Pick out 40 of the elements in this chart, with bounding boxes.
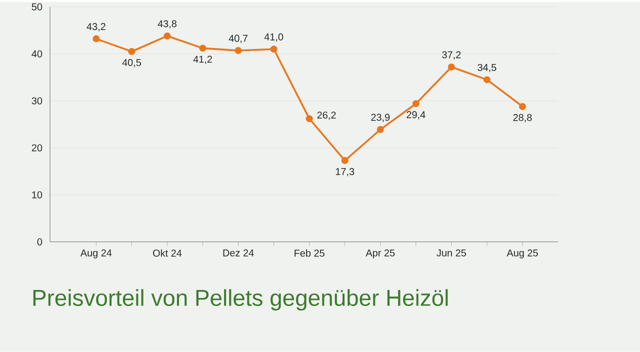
data-label: 23,9 (371, 114, 390, 122)
x-tick-label: Aug 24 (80, 249, 112, 258)
data-label: 28,8 (513, 114, 532, 122)
y-tick-label: 20 (32, 144, 42, 152)
data-label: 26,2 (317, 112, 336, 120)
point (376, 126, 384, 134)
point (92, 35, 100, 42)
data-label: 17,3 (336, 168, 354, 176)
x-tick-label: Jun 25 (436, 249, 466, 256)
text: Preisvorteil von Pellets gegenüber Heizöl (33, 289, 448, 311)
y-tick-label: 0 (37, 238, 42, 246)
point (128, 48, 136, 56)
y-tick-label: 40 (32, 50, 42, 58)
point (448, 64, 455, 71)
data-label: 41,2 (193, 56, 212, 64)
point (234, 47, 242, 54)
point (270, 46, 278, 53)
point (483, 76, 490, 84)
point (412, 100, 420, 108)
data-label: 37,2 (442, 51, 461, 60)
x-tick-label: Aug 25 (506, 249, 538, 258)
point (306, 115, 313, 122)
data-label: 43,8 (158, 20, 176, 29)
y-tick-label: 10 (32, 191, 42, 198)
x-tick-label: Apr 25 (366, 249, 395, 258)
x-tick-label: Feb 25 (294, 249, 324, 257)
point (341, 157, 348, 164)
x-tick-label: Dez 24 (223, 249, 254, 256)
data-label: 29,4 (406, 111, 426, 120)
y-tick-label: 30 (32, 97, 42, 104)
data-label: 43,2 (86, 23, 106, 32)
data-label: 40,5 (122, 59, 141, 68)
x-tick-label: Okt 24 (153, 249, 182, 257)
point (199, 44, 206, 52)
point (164, 32, 171, 40)
data-label: 40,7 (228, 34, 248, 44)
data-label: 34,5 (478, 64, 496, 72)
y-tick-label: 50 (32, 3, 42, 10)
data-label: 41,0 (264, 33, 284, 42)
point (518, 103, 526, 110)
